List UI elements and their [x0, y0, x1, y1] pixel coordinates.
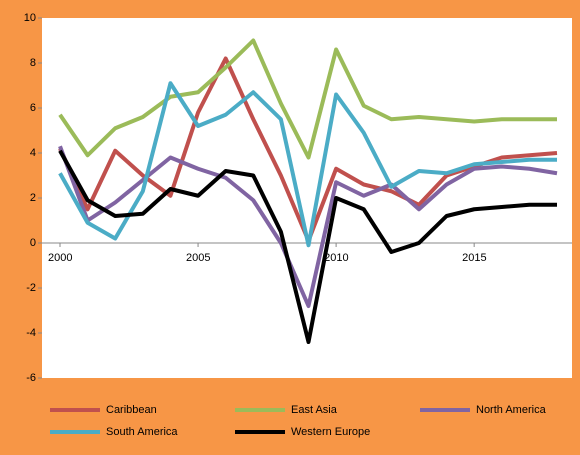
y-tick-label: -4 — [26, 327, 36, 339]
y-tick-label: 2 — [30, 192, 36, 204]
legend-label: South America — [106, 426, 178, 438]
legend-label: Western Europe — [291, 426, 370, 438]
x-tick-label: 2010 — [324, 252, 348, 264]
y-tick-label: 6 — [30, 102, 36, 114]
series-line — [58, 38, 557, 160]
y-tick-label: 10 — [24, 12, 36, 24]
x-tick-label: 2005 — [186, 252, 210, 264]
series-line — [58, 145, 558, 308]
y-tick-label: 0 — [30, 237, 36, 249]
plot-area — [42, 18, 572, 378]
series-line — [58, 81, 557, 248]
x-tick-label: 2000 — [48, 252, 72, 264]
series-line — [58, 149, 557, 344]
legend-label: North America — [476, 404, 547, 416]
y-tick-label: -2 — [26, 282, 36, 294]
legend-label: East Asia — [291, 404, 338, 416]
x-tick-label: 2015 — [462, 252, 486, 264]
y-tick-label: 4 — [30, 147, 36, 159]
legend-label: Caribbean — [106, 404, 157, 416]
y-tick-label: -6 — [26, 372, 36, 384]
y-tick-label: 8 — [30, 57, 36, 69]
